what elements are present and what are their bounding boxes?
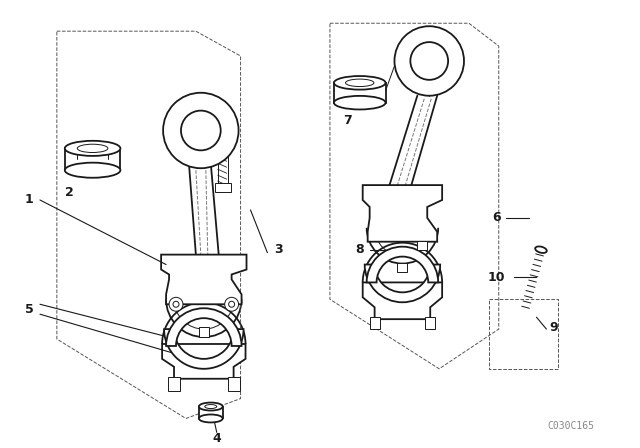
Ellipse shape <box>334 96 385 109</box>
Ellipse shape <box>77 144 108 152</box>
Wedge shape <box>164 329 244 369</box>
Ellipse shape <box>346 79 374 86</box>
Polygon shape <box>397 263 408 272</box>
Polygon shape <box>168 377 180 391</box>
Polygon shape <box>162 344 246 379</box>
Text: 4: 4 <box>212 432 221 445</box>
Text: 3: 3 <box>274 243 283 256</box>
Polygon shape <box>65 148 120 170</box>
Polygon shape <box>417 241 428 250</box>
Ellipse shape <box>199 414 223 422</box>
Ellipse shape <box>205 405 217 409</box>
Text: 2: 2 <box>65 185 74 198</box>
Text: 8: 8 <box>355 243 364 256</box>
Polygon shape <box>334 83 385 103</box>
Polygon shape <box>363 282 442 319</box>
Ellipse shape <box>334 76 385 90</box>
Ellipse shape <box>535 246 547 253</box>
Text: 5: 5 <box>25 303 33 316</box>
Text: 10: 10 <box>488 271 506 284</box>
Circle shape <box>163 93 239 168</box>
Ellipse shape <box>199 403 223 410</box>
Polygon shape <box>199 406 223 418</box>
Text: C030C165: C030C165 <box>548 421 595 431</box>
Polygon shape <box>228 377 239 391</box>
Polygon shape <box>199 327 209 337</box>
Ellipse shape <box>65 141 120 156</box>
Polygon shape <box>215 183 230 192</box>
Circle shape <box>225 297 239 311</box>
Polygon shape <box>363 185 442 242</box>
Wedge shape <box>166 308 241 346</box>
Circle shape <box>394 26 464 96</box>
Polygon shape <box>161 254 246 304</box>
Circle shape <box>173 302 179 307</box>
Text: 1: 1 <box>25 194 33 207</box>
Wedge shape <box>365 265 440 302</box>
Circle shape <box>228 302 235 307</box>
Circle shape <box>181 111 221 151</box>
Wedge shape <box>367 247 438 282</box>
Text: 7: 7 <box>344 114 352 127</box>
Polygon shape <box>425 317 435 329</box>
Circle shape <box>169 297 183 311</box>
Ellipse shape <box>65 163 120 178</box>
Text: 6: 6 <box>492 211 501 224</box>
Circle shape <box>410 42 448 80</box>
Text: 9: 9 <box>549 321 557 334</box>
Polygon shape <box>370 317 380 329</box>
Polygon shape <box>218 130 228 185</box>
